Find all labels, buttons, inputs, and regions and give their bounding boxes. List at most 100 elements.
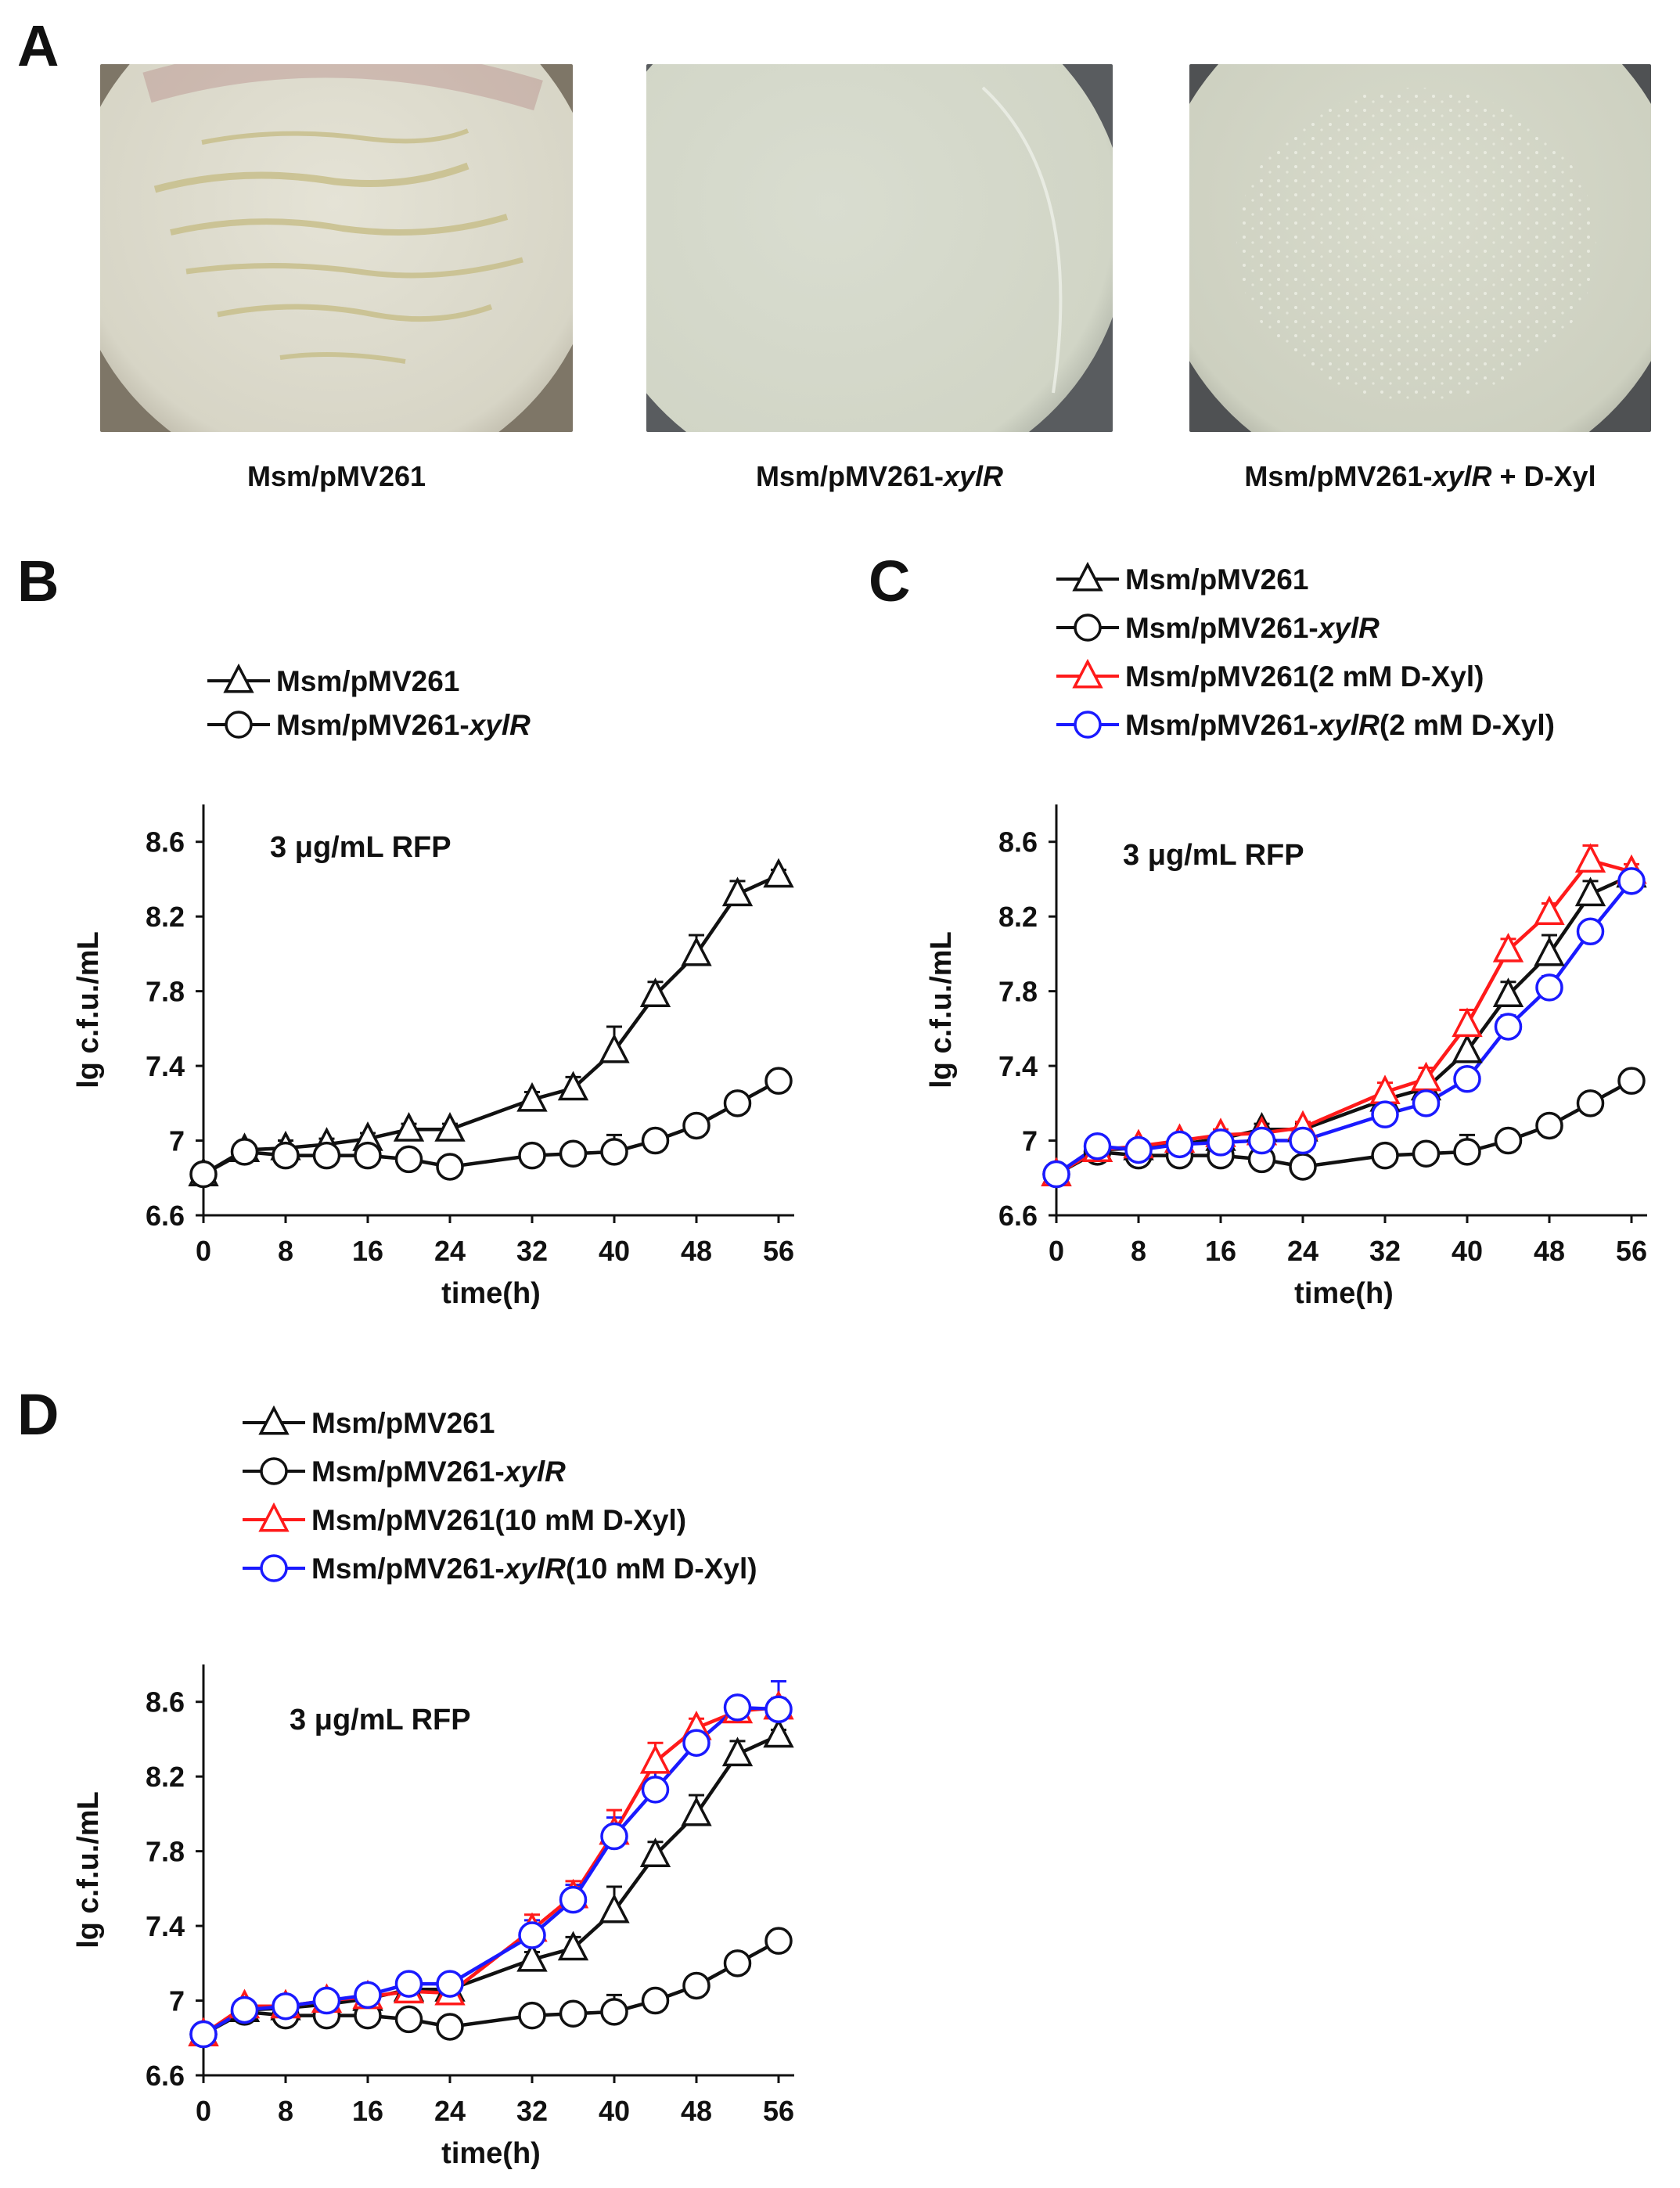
data-point: [723, 1693, 752, 1722]
concentration-annotation: 3 μg/mL RFP: [290, 1704, 471, 1736]
data-point: [312, 1141, 341, 1170]
chart-panel-b: 0 8 16 24 32 40 48 56 6.6 7 7.4 7.8 8.2 8.6 time(h) lg …: [72, 663, 794, 1310]
y-tick-label: 7.4: [146, 1910, 185, 1942]
data-point: [394, 1145, 423, 1174]
legend-label: Msm/pMV261-xylR: [276, 709, 531, 741]
y-tick-label: 6.6: [146, 2060, 185, 2092]
data-point: [641, 1776, 670, 1804]
data-point: [763, 858, 794, 888]
y-tick-label: 8.2: [998, 901, 1038, 933]
data-point: [1042, 1160, 1070, 1189]
data-point: [1371, 1141, 1399, 1170]
x-tick-label: 24: [1287, 1235, 1318, 1267]
data-point: [764, 1927, 793, 1955]
x-tick-label: 56: [763, 2095, 794, 2127]
plate-caption-3: Msm/pMV261-xylR + D-Xyl: [1244, 460, 1596, 492]
legend-marker: [258, 1502, 290, 1532]
x-tick-label: 40: [599, 2095, 630, 2127]
data-point: [1371, 1100, 1399, 1128]
x-axis-label: time(h): [441, 2137, 541, 2170]
data-point: [1452, 1007, 1483, 1038]
x-tick-label: 32: [516, 2095, 548, 2127]
data-point: [600, 1998, 628, 2026]
data-point: [436, 1970, 464, 1998]
x-tick-label: 8: [278, 2095, 293, 2127]
legend-marker: [260, 1457, 288, 1485]
chart-panel-c: 0 8 16 24 32 40 48 56 6.6 7 7.4 7.8 8.2 8.6 time(h) lg …: [925, 561, 1647, 1310]
data-point: [1492, 932, 1524, 963]
x-tick-label: 24: [434, 2095, 466, 2127]
plate-caption-2: Msm/pMV261-xylR: [755, 460, 1004, 492]
concentration-annotation: 3 μg/mL RFP: [270, 831, 451, 864]
data-point: [721, 1736, 754, 1767]
data-point: [189, 1160, 218, 1189]
data-point: [1535, 1111, 1563, 1140]
x-tick-label: 48: [681, 1235, 712, 1267]
data-point: [559, 1999, 588, 2028]
y-tick-label: 7.4: [998, 1050, 1038, 1082]
x-tick-label: 8: [278, 1235, 293, 1267]
legend-marker: [258, 1405, 290, 1435]
data-point: [681, 936, 712, 966]
y-tick-label: 7.8: [998, 976, 1038, 1008]
data-point: [436, 1153, 464, 1181]
data-point: [639, 1744, 671, 1774]
x-tick-label: 0: [196, 2095, 211, 2127]
data-point: [1535, 973, 1563, 1002]
data-point: [600, 1138, 628, 1166]
y-tick-label: 8.6: [146, 1686, 185, 1718]
panel-label-c: C: [869, 549, 911, 614]
legend-marker: [1074, 711, 1102, 739]
y-axis-label: lg c.f.u./mL: [72, 1791, 105, 1949]
y-tick-label: 8.6: [998, 826, 1038, 858]
legend-label: Msm/pMV261-xylR: [311, 1456, 566, 1488]
data-point: [1289, 1126, 1317, 1155]
data-point: [312, 1986, 341, 2015]
y-tick-label: 8.2: [146, 901, 185, 933]
data-point: [682, 1729, 710, 1757]
data-point: [516, 1941, 548, 1972]
legend-marker: [1074, 614, 1102, 642]
data-point: [1452, 1033, 1483, 1063]
x-tick-label: 32: [516, 1235, 548, 1267]
y-tick-label: 7.8: [146, 976, 185, 1008]
y-tick-label: 8.6: [146, 826, 185, 858]
agar-plate-sparse-colonies-photo: [1189, 64, 1651, 432]
x-tick-label: 40: [599, 1235, 630, 1267]
data-point: [723, 1949, 752, 1977]
data-point: [1494, 1013, 1523, 1041]
data-point: [721, 876, 754, 907]
x-tick-label: 0: [1049, 1235, 1064, 1267]
y-tick-label: 6.6: [998, 1200, 1038, 1232]
data-point: [1574, 876, 1606, 907]
x-tick-label: 16: [352, 1235, 383, 1267]
y-axis-label: lg c.f.u./mL: [72, 931, 105, 1089]
legend-label: Msm/pMV261-xylR(10 mM D-Xyl): [311, 1553, 757, 1585]
data-point: [230, 1995, 259, 2024]
y-tick-label: 7.8: [146, 1836, 185, 1868]
data-point: [1494, 1126, 1523, 1155]
data-point: [599, 1033, 630, 1063]
data-point: [1534, 895, 1565, 925]
y-tick-label: 6.6: [146, 1200, 185, 1232]
legend-label: Msm/pMV261-xylR(2 mM D-Xyl): [1125, 709, 1555, 741]
data-point: [518, 2001, 546, 2030]
y-tick-label: 7.4: [146, 1050, 185, 1082]
legend-label: Msm/pMV261: [311, 1407, 495, 1439]
legend-marker: [225, 711, 253, 739]
x-tick-label: 24: [434, 1235, 466, 1267]
x-tick-label: 56: [1616, 1235, 1647, 1267]
data-point: [393, 1112, 425, 1142]
data-point: [1453, 1065, 1481, 1093]
data-point: [1617, 1067, 1646, 1095]
data-point: [723, 1089, 752, 1117]
x-tick-label: 48: [681, 2095, 712, 2127]
data-point: [557, 1931, 589, 1961]
data-point: [682, 1971, 710, 2000]
data-point: [764, 1067, 793, 1095]
data-point: [681, 1796, 712, 1826]
legend-label: Msm/pMV261(2 mM D-Xyl): [1125, 660, 1484, 693]
legend-label: Msm/pMV261: [1125, 563, 1308, 596]
x-tick-label: 40: [1452, 1235, 1483, 1267]
y-axis-label: lg c.f.u./mL: [925, 931, 958, 1089]
